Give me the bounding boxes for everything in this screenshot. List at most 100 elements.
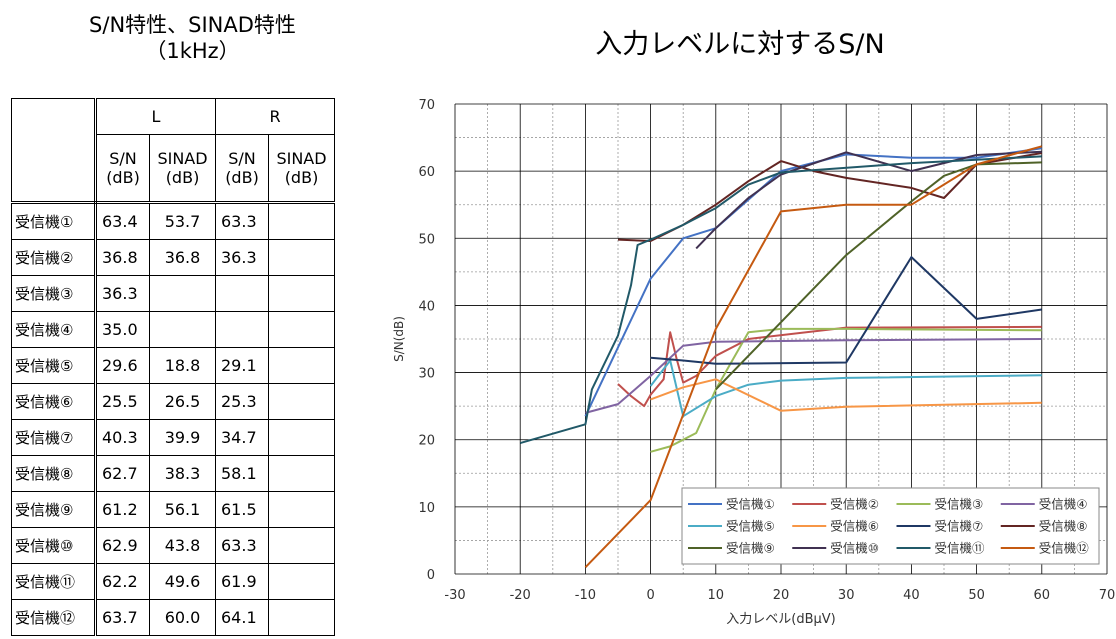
l-sinad-cell: 43.8: [149, 527, 216, 564]
l-sn-cell: 61.2: [95, 491, 150, 528]
table-row: 受信機⑤ 29.6 18.8 29.1: [11, 347, 335, 384]
r-sn-cell: 63.3: [215, 527, 269, 564]
y-axis-title: S/N(dB): [392, 316, 406, 362]
legend-label: 受信機⑩: [830, 541, 879, 556]
series-line: [649, 359, 1042, 418]
r-sinad-cell: [268, 455, 335, 492]
r-sinad-header-unit: (dB): [284, 168, 319, 187]
table-title: S/N特性、SINAD特性 （1kHz）: [0, 12, 385, 64]
receiver-name-cell: 受信機⑥: [11, 383, 97, 420]
chart-title: 入力レベルに対するS/N: [595, 29, 885, 60]
r-sinad-cell: [268, 275, 335, 312]
l-sinad-cell: 26.5: [149, 383, 216, 420]
table-row: 受信機① 63.4 53.7 63.3: [11, 202, 335, 240]
r-sinad-cell: [268, 527, 335, 564]
l-sinad-cell: 53.7: [149, 202, 216, 240]
l-sn-cell: 36.3: [95, 275, 150, 312]
sn-sinad-table: L R S/N (dB) SINAD (dB) S/N (dB) SINAD (…: [11, 98, 335, 636]
r-sinad-cell: [268, 563, 335, 600]
x-tick-label: -20: [510, 588, 531, 603]
channel-r-header: R: [215, 98, 335, 135]
l-sn-cell: 36.8: [95, 239, 150, 276]
r-sn-cell: 61.5: [215, 491, 269, 528]
table-row: 受信機④ 35.0: [11, 311, 335, 348]
r-sn-cell: 64.1: [215, 599, 269, 636]
series-line: [617, 152, 1042, 242]
l-sinad-header-unit: (dB): [165, 168, 200, 187]
l-sinad-cell: [149, 311, 216, 348]
r-sinad-cell: [268, 419, 335, 456]
l-sinad-cell: 38.3: [149, 455, 216, 492]
r-sn-header-unit: (dB): [225, 168, 259, 187]
receiver-name-cell: 受信機⑤: [11, 347, 97, 384]
r-sn-cell: 25.3: [215, 383, 269, 420]
table-row: 受信機⑧ 62.7 38.3 58.1: [11, 455, 335, 492]
x-tick-label: 40: [903, 588, 920, 603]
y-tick-label: 20: [418, 434, 435, 449]
l-sinad-header: SINAD (dB): [149, 134, 216, 204]
l-sn-cell: 62.9: [95, 527, 150, 564]
receiver-name-cell: 受信機⑦: [11, 419, 97, 456]
legend-label: 受信機⑧: [1039, 519, 1088, 534]
l-sinad-cell: 39.9: [149, 419, 216, 456]
r-sn-header: S/N (dB): [215, 134, 269, 204]
receiver-name-cell: 受信機⑧: [11, 455, 97, 492]
y-tick-label: 0: [427, 568, 435, 583]
r-sn-cell: 63.3: [215, 202, 269, 240]
legend-label: 受信機④: [1039, 497, 1088, 512]
x-tick-label: 0: [646, 588, 654, 603]
legend-label: 受信機②: [830, 497, 879, 512]
series-line: [650, 378, 1042, 412]
sn-vs-input-level-chart: -30 -20 -10 0 10 20 30 40 50 60 70 0 10 20 30 40 50 60 70 入…: [392, 98, 1116, 627]
y-tick-label: 70: [418, 98, 435, 113]
receiver-name-cell: 受信機②: [11, 239, 97, 276]
l-sn-cell: 62.7: [95, 455, 150, 492]
table-row: 受信機② 36.8 36.8 36.3: [11, 239, 335, 276]
r-sinad-header-label: SINAD: [276, 149, 327, 168]
r-sinad-cell: [268, 383, 335, 420]
legend-label: 受信機⑦: [935, 519, 984, 534]
receiver-name-cell: 受信機④: [11, 311, 97, 348]
table-row: 受信機⑪ 62.2 49.6 61.9: [11, 563, 335, 600]
x-tick-label: 10: [708, 588, 725, 603]
receiver-name-cell: 受信機⑪: [11, 563, 97, 600]
l-sn-cell: 25.5: [95, 383, 150, 420]
table-row: 受信機⑦ 40.3 39.9 34.7: [11, 419, 335, 456]
r-sn-cell: 36.3: [215, 239, 269, 276]
legend-label: 受信機①: [726, 497, 775, 512]
receiver-name-cell: 受信機⑫: [11, 599, 97, 636]
l-sinad-cell: 36.8: [149, 239, 216, 276]
table-row: 受信機③ 36.3: [11, 275, 335, 312]
table-column-header-row: S/N (dB) SINAD (dB) S/N (dB) SINAD (dB): [12, 134, 335, 204]
series-line: [584, 147, 1042, 417]
x-tick-label: 60: [1034, 588, 1051, 603]
series-line: [519, 155, 1042, 445]
table-row: 受信機⑫ 63.7 60.0 64.1: [11, 599, 335, 636]
l-sn-cell: 29.6: [95, 347, 150, 384]
x-tick-label: 50: [968, 588, 985, 603]
r-sn-header-label: S/N: [228, 149, 256, 168]
r-sinad-cell: [268, 491, 335, 528]
series-line: [695, 150, 1042, 250]
x-axis-title: 入力レベル(dBμV): [726, 612, 835, 627]
table-row: 受信機⑥ 25.5 26.5 25.3: [11, 383, 335, 420]
r-sn-cell: [215, 275, 269, 312]
receiver-name-cell: 受信機①: [11, 202, 97, 240]
r-sinad-cell: [268, 599, 335, 636]
l-sn-header-unit: (dB): [106, 168, 140, 187]
l-sn-cell: 62.2: [95, 563, 150, 600]
l-sinad-header-label: SINAD: [157, 149, 208, 168]
r-sn-cell: 58.1: [215, 455, 269, 492]
table-title-line1: S/N特性、SINAD特性: [89, 13, 296, 37]
l-sn-cell: 35.0: [95, 311, 150, 348]
r-sinad-cell: [268, 311, 335, 348]
channel-l-header: L: [95, 98, 216, 135]
table-row: 受信機⑨ 61.2 56.1 61.5: [11, 491, 335, 528]
x-tick-label: 70: [1099, 588, 1116, 603]
legend-label: 受信機⑫: [1039, 541, 1090, 556]
series-line: [584, 145, 1043, 568]
legend-label: 受信機⑤: [726, 519, 775, 534]
l-sn-cell: 40.3: [95, 419, 150, 456]
r-sn-cell: 34.7: [215, 419, 269, 456]
l-sn-cell: 63.7: [95, 599, 150, 636]
